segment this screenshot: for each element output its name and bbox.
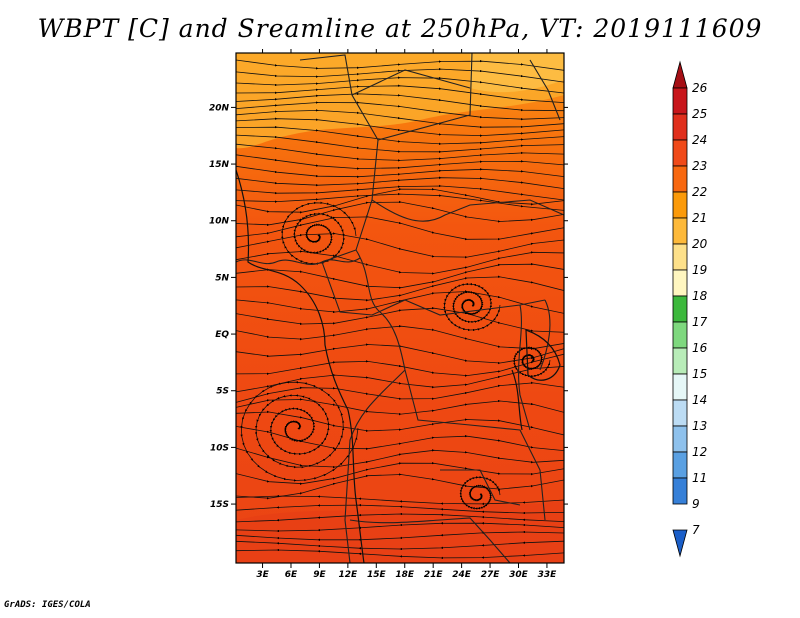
grads-credit: GrADS: IGES/COLA [4, 600, 91, 610]
colorbar-segment [672, 321, 688, 349]
colorbar-segment [672, 347, 688, 375]
lon-tick-label: 27E [481, 570, 501, 580]
colorbar-label: 14 [692, 393, 707, 407]
streamline [236, 530, 564, 542]
streamline [236, 176, 564, 189]
lat-tick-label: EQ [215, 330, 229, 340]
streamline [236, 522, 564, 533]
colorbar-segment [672, 165, 688, 193]
colorbar-label: 25 [692, 107, 707, 121]
streamline [236, 548, 564, 560]
colorbar-segment [672, 373, 688, 401]
streamline [236, 165, 564, 178]
colorbar: 26 25 24 23 22 21 20 19 18 17 16 15 14 13 12 11 9 7 [672, 60, 708, 558]
colorbar-segment [672, 399, 688, 427]
colorbar-label: 19 [692, 263, 707, 277]
lon-tick-label: 24E [452, 570, 472, 580]
colorbar-label: 17 [692, 315, 708, 329]
lon-tick-label: 9E [313, 570, 326, 580]
lat-tick-label: 10N [209, 217, 230, 227]
lat-tick-label: 5S [216, 387, 229, 397]
colorbar-segment [672, 113, 688, 141]
lat-tick-label: 15N [209, 160, 230, 170]
colorbar-label: 12 [692, 445, 707, 459]
coastline [236, 169, 561, 563]
colorbar-label: 23 [692, 159, 707, 173]
colorbar-segment [672, 139, 688, 167]
streamline [459, 476, 501, 510]
chart-title: WBPT [C] and Sreamline at 250hPa, VT: 20… [37, 14, 763, 43]
colorbar-segment [672, 295, 688, 323]
lon-tick-label: 3E [256, 570, 269, 580]
colorbar-label: 16 [692, 341, 708, 355]
lon-tick-label: 30E [509, 570, 529, 580]
colorbar-label: 20 [692, 237, 708, 251]
lat-tick-label: 5N [215, 273, 229, 283]
colorbar-label: 18 [692, 289, 708, 303]
colorbar-label: 7 [692, 523, 700, 537]
lon-tick-label: 12E [339, 570, 359, 580]
lon-tick-label: 21E [424, 570, 444, 580]
colorbar-label: 22 [692, 185, 707, 199]
country-borders [236, 53, 564, 563]
map-figure: 3E 6E 9E 12E 15E 18E 21E 24E 27E 30E 33E 20N 15N 10N… [209, 49, 708, 580]
colorbar-label: 13 [692, 419, 707, 433]
map-panel: 3E 6E 9E 12E 15E 18E 21E 24E 27E 30E 33E 20N 15N 10N… [209, 49, 568, 580]
streamline [236, 503, 564, 515]
colorbar-label: 15 [692, 367, 707, 381]
colorbar-label: 11 [692, 471, 707, 485]
colorbar-segment [672, 529, 688, 558]
colorbar-segment [672, 243, 688, 271]
colorbar-segment [672, 425, 688, 453]
lon-tick-label: 6E [285, 570, 298, 580]
streamline [280, 201, 357, 265]
lat-tick-label: 15S [210, 500, 229, 510]
streamline [240, 381, 359, 482]
streamline [236, 512, 564, 523]
lat-tick-label: 20N [209, 103, 230, 113]
colorbar-segment [672, 451, 688, 479]
map-frame [235, 52, 565, 564]
streamline [236, 67, 564, 83]
colorbar-label: 26 [692, 81, 708, 95]
streamline [236, 154, 564, 170]
longitude-axis: 3E 6E 9E 12E 15E 18E 21E 24E 27E 30E 33E [256, 49, 557, 580]
streamline [443, 282, 501, 332]
colorbar-segment [672, 60, 688, 89]
colorbar-segment [672, 191, 688, 219]
lon-tick-label: 33E [538, 570, 558, 580]
colorbar-label: 21 [692, 211, 707, 225]
colorbar-segment [672, 269, 688, 297]
lon-tick-label: 15E [367, 570, 387, 580]
colorbar-label: 24 [692, 133, 707, 147]
colorbar-segment [672, 217, 688, 245]
lon-tick-label: 18E [395, 570, 415, 580]
latitude-axis: 20N 15N 10N 5N EQ 5S 10S 15S [209, 103, 568, 510]
colorbar-segment [672, 87, 688, 115]
lat-tick-label: 10S [210, 443, 229, 453]
colorbar-label: 9 [692, 497, 700, 511]
colorbar-segment [672, 477, 688, 505]
streamline [236, 59, 564, 71]
streamline [236, 473, 564, 500]
